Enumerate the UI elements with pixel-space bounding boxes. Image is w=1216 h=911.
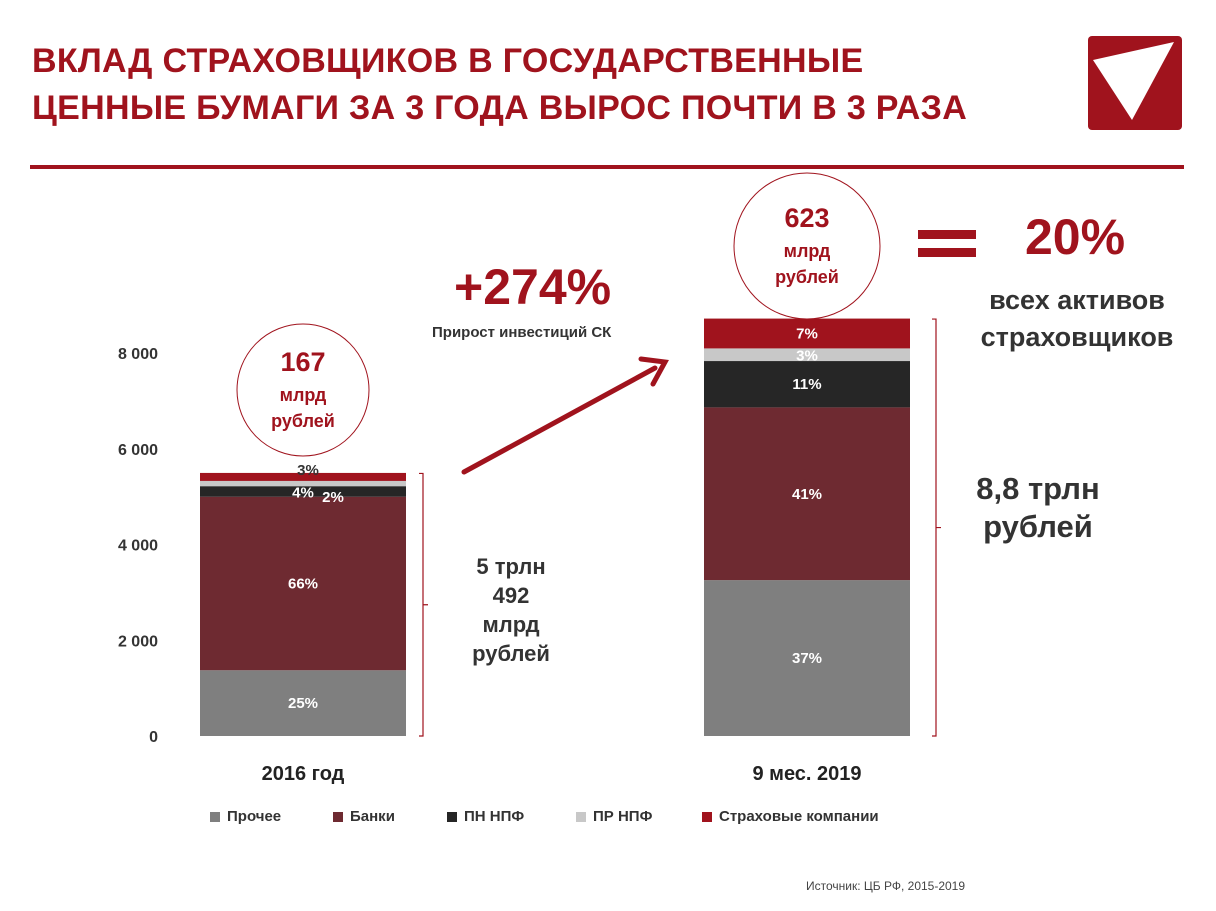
bar-segment [200,486,406,497]
page-title: ВКЛАД СТРАХОВЩИКОВ В ГОСУДАРСТВЕННЫЕ ЦЕН… [32,38,967,132]
total-2019-line-2: рублей [983,509,1093,544]
legend-item-pr-npf: ПР НПФ [576,808,652,825]
legend-swatch-other [210,811,220,822]
bar-segment-label: 2% [322,489,344,506]
legend-item-insurers: Страховые компании [702,808,879,825]
logo-icon [1088,36,1182,130]
y-tick-label: 0 [149,729,158,746]
legend-label-other: Прочее [227,808,282,825]
share-label-line-2: страховщиков [980,322,1174,352]
growth-label: Прирост инвестиций СК [432,324,612,341]
total-2016-line-2: 492 [492,583,530,608]
total-2016-line-4: рублей [472,641,550,666]
source-note: Источник: ЦБ РФ, 2015-2019 [806,879,966,893]
callout-value: 623 [784,203,829,233]
bar-segment [200,480,406,487]
callout-circle [236,323,370,457]
bar-segment [200,472,406,481]
total-2016-line-1: 5 трлн [476,554,546,579]
bar-segment-label: 3% [796,348,818,365]
callout-unit-line-1: млрд [280,385,327,405]
callout-unit-line-1: млрд [784,241,831,261]
bar-segment-label: 7% [796,325,818,342]
bar-segment [200,670,406,736]
bar-segment [704,407,910,581]
legend-label-pn-npf: ПН НПФ [464,808,525,825]
y-tick-label: 4 000 [118,538,158,555]
share-label-line-1: всех активов [989,285,1165,315]
y-tick-label: 2 000 [118,633,158,650]
equals-sign-bottom-bar [918,248,976,257]
legend-label-banks: Банки [350,808,395,825]
equals-sign-top-bar [918,230,976,239]
legend-item-pn-npf: ПН НПФ [447,808,524,825]
legend-swatch-pn-npf [447,811,457,822]
bar-segment [704,361,910,408]
bar-segment-label: 41% [792,486,822,503]
total-2016-label: 5 трлн 492 млрд рублей [452,552,570,668]
total-bracket [419,472,428,737]
legend-swatch-pr-npf [576,811,586,822]
growth-value: +274% [454,259,612,315]
callout-unit-line-2: рублей [271,411,335,431]
y-tick-label: 8 000 [118,346,158,363]
category-label: 2016 год [262,763,345,785]
callout-unit-line-2: рублей [775,267,839,287]
legend-item-banks: Банки [333,808,395,825]
title-line-1: ВКЛАД СТРАХОВЩИКОВ В ГОСУДАРСТВЕННЫЕ [32,42,864,80]
title-divider [30,165,1184,169]
y-tick-label: 6 000 [118,442,158,459]
bar-segment-label: 37% [792,650,822,667]
title-line-2: ЦЕННЫЕ БУМАГИ ЗА 3 ГОДА ВЫРОС ПОЧТИ В 3 … [32,89,968,127]
bar-segment [200,496,406,671]
share-value: 20% [1025,209,1126,265]
total-2019-label: 8,8 трлн рублей [948,470,1128,546]
callout-circle [733,172,881,320]
legend-label-insurers: Страховые компании [719,808,879,825]
legend-swatch-banks [333,811,343,822]
category-label: 9 мес. 2019 [752,763,861,785]
bar-segment [704,318,910,349]
legend-swatch-insurers [702,811,712,822]
bar-segment [704,348,910,362]
total-2016-line-3: млрд [482,612,540,637]
total-2019-line-1: 8,8 трлн [976,471,1100,506]
bar-segment [704,580,910,736]
share-label: всех активов страховщиков [960,282,1194,356]
bar-segment-label: 3% [297,462,319,479]
legend-label-pr-npf: ПР НПФ [593,808,653,825]
callout-value: 167 [280,347,325,377]
growth-arrow-shaft [461,365,658,475]
growth-arrow-head [638,356,669,387]
bar-segment-label: 66% [288,575,318,592]
total-bracket [932,318,941,737]
legend-item-other: Прочее [210,808,281,825]
bar-segment-label: 25% [288,695,318,712]
bar-segment-label: 11% [792,376,821,393]
bar-segment-label: 4% [292,485,314,502]
